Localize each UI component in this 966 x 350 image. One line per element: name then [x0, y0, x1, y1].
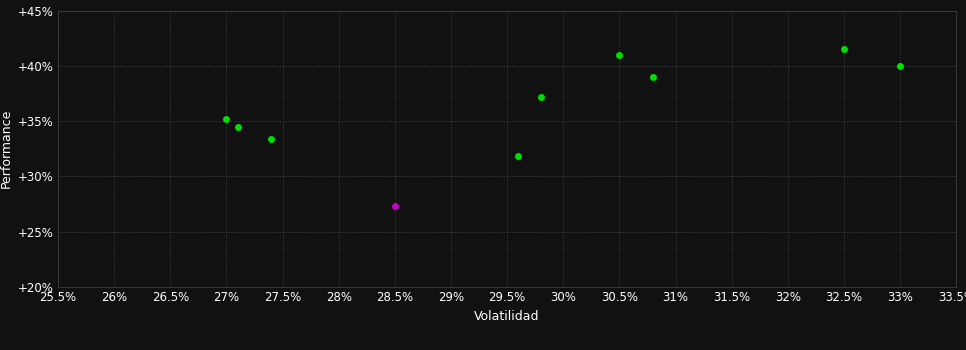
Point	[264, 136, 279, 142]
Point	[645, 74, 661, 80]
Point	[387, 203, 403, 209]
Point	[837, 47, 852, 52]
Point	[511, 154, 526, 159]
Point	[611, 52, 627, 57]
Point	[218, 116, 234, 122]
Y-axis label: Performance: Performance	[0, 109, 13, 188]
X-axis label: Volatilidad: Volatilidad	[474, 310, 540, 323]
Point	[533, 94, 549, 99]
Point	[230, 124, 245, 130]
Point	[893, 63, 908, 69]
